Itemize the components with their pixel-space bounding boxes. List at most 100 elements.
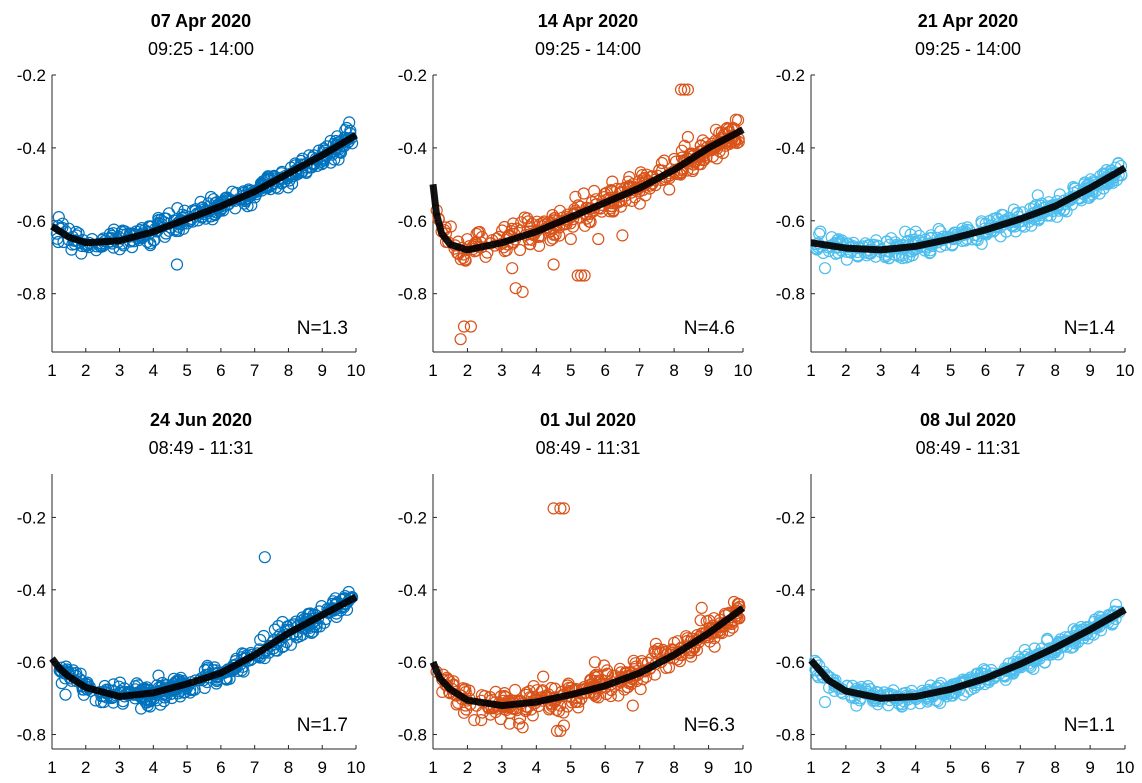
y-tick-label: -0.2	[17, 508, 46, 527]
x-tick-label: 6	[981, 361, 990, 380]
outlier-point	[268, 623, 281, 636]
outlier-point	[557, 502, 571, 515]
outlier-point	[678, 83, 691, 96]
outlier-point	[272, 619, 285, 633]
x-tick-label: 7	[1016, 361, 1025, 380]
scatter-point	[508, 683, 522, 697]
outlier-point	[818, 262, 832, 275]
x-tick-label: 6	[981, 758, 990, 777]
outlier-point	[564, 232, 577, 246]
x-tick-label: 8	[1050, 758, 1059, 777]
scatter-point	[814, 225, 827, 238]
x-tick-label: 9	[1085, 758, 1094, 777]
scatter-point	[658, 154, 671, 167]
x-tick-label: 2	[841, 361, 850, 380]
x-tick-label: 8	[284, 361, 293, 380]
scatter-point	[74, 667, 87, 680]
x-tick-label: 8	[1050, 361, 1059, 380]
scatter-point	[566, 220, 580, 233]
scatter-point	[498, 220, 511, 234]
x-tick-label: 3	[497, 758, 506, 777]
scatter-point	[237, 665, 250, 678]
x-tick-label: 4	[149, 361, 158, 380]
scatter-point	[204, 190, 218, 204]
x-tick-label: 8	[669, 361, 678, 380]
outlier-point	[674, 83, 688, 96]
y-tick-label: -0.8	[398, 285, 427, 304]
x-tick-label: 3	[497, 361, 506, 380]
n-annotation: N=1.7	[297, 715, 348, 736]
subplot-subtitle: 08:49 - 11:31	[149, 438, 254, 458]
scatter-point	[144, 237, 157, 250]
scatter-point	[627, 654, 640, 667]
scatter-point	[649, 637, 663, 651]
outlier-point	[695, 601, 708, 615]
x-tick-label: 7	[635, 758, 644, 777]
y-tick-label: -0.8	[17, 285, 46, 304]
subplot-title: 01 Jul 2020	[540, 410, 636, 430]
outlier-point	[59, 688, 72, 701]
x-tick-label: 9	[704, 758, 713, 777]
outlier-point	[1038, 656, 1051, 669]
y-tick-label: -0.8	[776, 285, 805, 304]
scatter-point	[97, 695, 111, 709]
scatter-point	[561, 679, 574, 692]
subplot-subtitle: 09:25 - 14:00	[915, 39, 1021, 59]
plot-axes: 1 2 3 4 5 6 7 8 9 10 -0.2 -0.4 -0.6 -0.8	[776, 66, 1135, 380]
scatter-point	[663, 183, 676, 196]
y-tick-label: -0.2	[398, 66, 427, 85]
scatter-point	[673, 655, 687, 668]
outlier-point	[343, 116, 356, 129]
fit-curve	[429, 605, 746, 710]
scatter-point	[634, 682, 647, 696]
x-tick-label: 2	[463, 361, 472, 380]
plot-marks	[50, 116, 359, 271]
outlier-point	[509, 282, 522, 295]
scatter-point	[727, 595, 741, 609]
outlier-point	[592, 232, 605, 246]
subplot-08-jul-2020: 08 Jul 2020 08:49 - 11:31 1 2 3 4 5 6 7 8 9 10 -0.…	[776, 410, 1135, 777]
scatter-point	[271, 644, 284, 657]
x-tick-label: 10	[734, 758, 753, 777]
x-tick-label: 5	[566, 758, 575, 777]
x-tick-label: 1	[806, 361, 815, 380]
scatter-point	[933, 696, 947, 710]
outlier-point	[464, 320, 477, 333]
scatter-point	[633, 197, 646, 210]
x-tick-label: 3	[876, 758, 885, 777]
y-tick-label: -0.2	[776, 508, 805, 527]
y-tick-label: -0.8	[776, 726, 805, 745]
outlier-point	[547, 258, 560, 271]
x-tick-label: 7	[250, 361, 259, 380]
outlier-point	[516, 285, 529, 298]
x-tick-label: 5	[566, 361, 575, 380]
subplot-title: 24 Jun 2020	[150, 410, 252, 430]
y-tick-label: -0.8	[398, 726, 427, 745]
fit-curve	[808, 606, 1127, 702]
scatter-point	[494, 712, 507, 726]
plot-axes: 1 2 3 4 5 6 7 8 9 10 -0.2 -0.4 -0.6 -0.8	[398, 66, 753, 380]
scatter-series	[50, 116, 359, 271]
fit-curve	[429, 126, 745, 254]
scatter-point	[515, 216, 528, 229]
outlier-point	[512, 717, 526, 730]
n-annotation: N=1.3	[297, 318, 348, 339]
subplot-subtitle: 08:49 - 11:31	[536, 438, 641, 458]
y-tick-label: -0.6	[776, 212, 805, 231]
outlier-point	[457, 706, 471, 719]
scatter-point	[223, 672, 236, 685]
x-tick-label: 3	[876, 361, 885, 380]
scatter-point	[522, 215, 535, 228]
y-tick-label: -0.4	[776, 581, 805, 600]
plot-marks	[49, 551, 359, 715]
x-tick-label: 8	[669, 758, 678, 777]
x-tick-label: 10	[1116, 758, 1135, 777]
x-tick-label: 3	[115, 758, 124, 777]
x-tick-label: 9	[317, 758, 326, 777]
scatter-point	[201, 661, 214, 674]
scatter-point	[107, 678, 120, 691]
outlier-point	[588, 656, 602, 669]
outlier-point	[468, 713, 481, 727]
outlier-point	[626, 699, 639, 712]
scatter-point	[612, 689, 625, 702]
